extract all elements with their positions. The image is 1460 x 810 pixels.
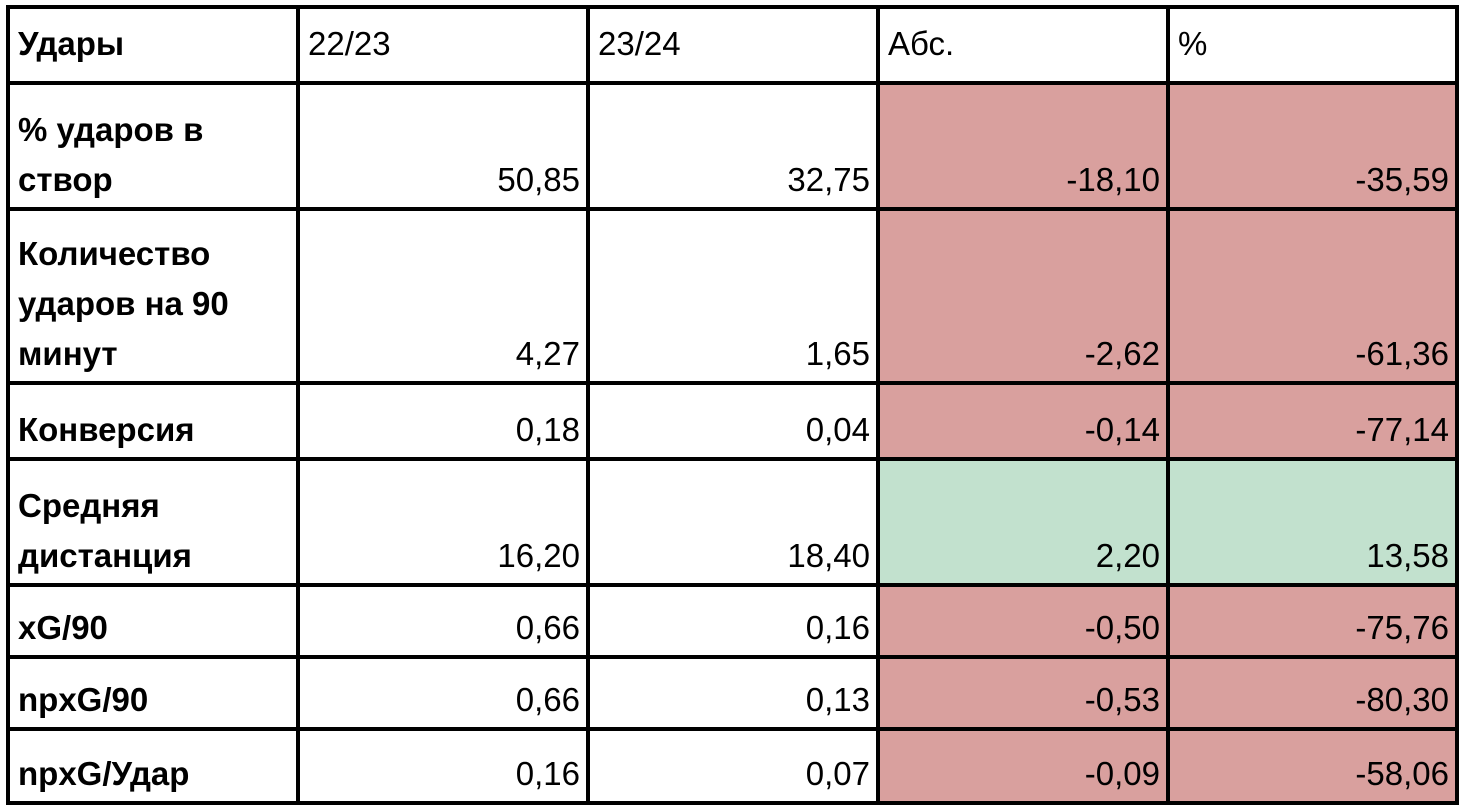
value-2324: 1,65	[586, 207, 880, 385]
value-2223: 0,16	[296, 727, 590, 805]
row-label: Конверсия	[6, 381, 300, 461]
value-2324: 32,75	[586, 81, 880, 211]
abs-change-cell: -0,14	[876, 381, 1170, 461]
row-label: xG/90	[6, 583, 300, 659]
table-row: % ударов в створ 50,85 32,75 -18,10 -35,…	[6, 81, 1459, 211]
table-row: xG/90 0,66 0,16 -0,50 -75,76	[6, 583, 1459, 659]
pct-change-cell: -61,36	[1166, 207, 1459, 385]
pct-change-cell: 13,58	[1166, 457, 1459, 587]
value-2223: 0,66	[296, 655, 590, 731]
table-row: Средняя дистанция 16,20 18,40 2,20 13,58	[6, 457, 1459, 587]
abs-change-cell: -0,50	[876, 583, 1170, 659]
pct-change-cell: -77,14	[1166, 381, 1459, 461]
pct-change-cell: -75,76	[1166, 583, 1459, 659]
header-row: Удары 22/23 23/24 Абс. %	[6, 5, 1459, 85]
row-label: % ударов в створ	[6, 81, 300, 211]
value-2324: 0,07	[586, 727, 880, 805]
table-row: Количество ударов на 90 минут 4,27 1,65 …	[6, 207, 1459, 385]
header-cell-percent-change: %	[1166, 5, 1459, 85]
value-2223: 0,18	[296, 381, 590, 461]
header-cell-season-2223: 22/23	[296, 5, 590, 85]
shots-comparison-table: Удары 22/23 23/24 Абс. % % ударов в ство…	[6, 5, 1459, 805]
value-2324: 18,40	[586, 457, 880, 587]
abs-change-cell: 2,20	[876, 457, 1170, 587]
table-row: npxG/Удар 0,16 0,07 -0,09 -58,06	[6, 727, 1459, 805]
header-cell-category: Удары	[6, 5, 300, 85]
value-2223: 50,85	[296, 81, 590, 211]
abs-change-cell: -18,10	[876, 81, 1170, 211]
pct-change-cell: -80,30	[1166, 655, 1459, 731]
abs-change-cell: -0,53	[876, 655, 1170, 731]
row-label: npxG/90	[6, 655, 300, 731]
value-2324: 0,16	[586, 583, 880, 659]
table-row: npxG/90 0,66 0,13 -0,53 -80,30	[6, 655, 1459, 731]
pct-change-cell: -58,06	[1166, 727, 1459, 805]
stats-table-container: Удары 22/23 23/24 Абс. % % ударов в ство…	[6, 5, 1459, 805]
value-2324: 0,13	[586, 655, 880, 731]
abs-change-cell: -2,62	[876, 207, 1170, 385]
table-row: Конверсия 0,18 0,04 -0,14 -77,14	[6, 381, 1459, 461]
abs-change-cell: -0,09	[876, 727, 1170, 805]
value-2223: 0,66	[296, 583, 590, 659]
header-cell-absolute-change: Абс.	[876, 5, 1170, 85]
value-2324: 0,04	[586, 381, 880, 461]
header-cell-season-2324: 23/24	[586, 5, 880, 85]
value-2223: 16,20	[296, 457, 590, 587]
row-label: npxG/Удар	[6, 727, 300, 805]
value-2223: 4,27	[296, 207, 590, 385]
pct-change-cell: -35,59	[1166, 81, 1459, 211]
row-label: Количество ударов на 90 минут	[6, 207, 300, 385]
row-label: Средняя дистанция	[6, 457, 300, 587]
